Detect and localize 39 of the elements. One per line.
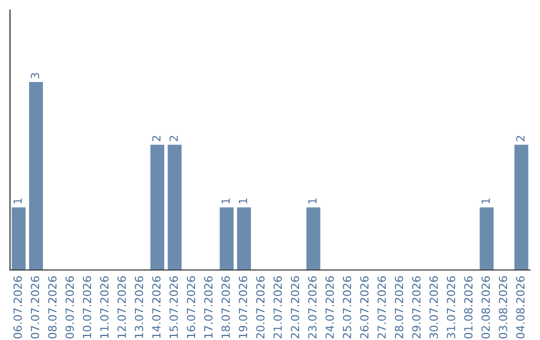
data-label: 1 [222,198,230,204]
x-tick-label: 07.07.2026 [30,276,40,338]
x-tick-label: 28.07.2026 [394,276,404,338]
data-label: 2 [152,136,160,142]
x-tick-label: 09.07.2026 [65,276,74,338]
x-tick-label: 13.07.2026 [134,276,144,338]
x-tick-label: 06.07.2026 [13,276,22,338]
data-label: 1 [482,198,490,204]
x-tick-label: 08.07.2026 [48,276,57,338]
x-tick-label: 18.07.2026 [221,276,230,338]
x-tick-label: 27.07.2026 [377,276,386,338]
x-tick-label: 12.07.2026 [117,276,126,338]
data-label: 3 [30,73,40,78]
x-tick-label: 24.07.2026 [325,276,334,338]
x-tick-label: 21.07.2026 [273,276,282,338]
x-tick-label: 16.07.2026 [186,276,196,338]
x-tick-label: 19.07.2026 [238,276,248,338]
x-tick-label: 03.08.2026 [498,276,508,338]
x-tick-label: 23.07.2026 [308,276,317,338]
data-label: 1 [238,198,248,204]
x-tick-label: 20.07.2026 [256,276,265,338]
x-tick-label: 17.07.2026 [204,276,213,338]
x-tick-label: 01.08.2026 [464,276,473,338]
x-tick-label: 29.07.2026 [412,276,421,338]
x-tick-label: 04.08.2026 [516,276,525,338]
x-tick-label: 25.07.2026 [342,276,352,338]
x-tick-label: 14.07.2026 [152,276,161,338]
data-label: 1 [14,198,22,204]
data-label: 1 [308,198,316,204]
x-tick-label: 15.07.2026 [169,276,178,338]
x-tick-label: 02.08.2026 [481,276,490,338]
data-label: 2 [169,136,178,142]
data-label: 2 [516,136,524,142]
x-tick-label: 30.07.2026 [429,276,438,338]
x-tick-label: 11.07.2026 [100,276,109,338]
x-tick-label: 10.07.2026 [82,276,92,338]
x-tick-label: 31.07.2026 [446,276,456,338]
x-tick-label: 22.07.2026 [290,276,300,338]
x-tick-label: 26.07.2026 [360,276,369,338]
